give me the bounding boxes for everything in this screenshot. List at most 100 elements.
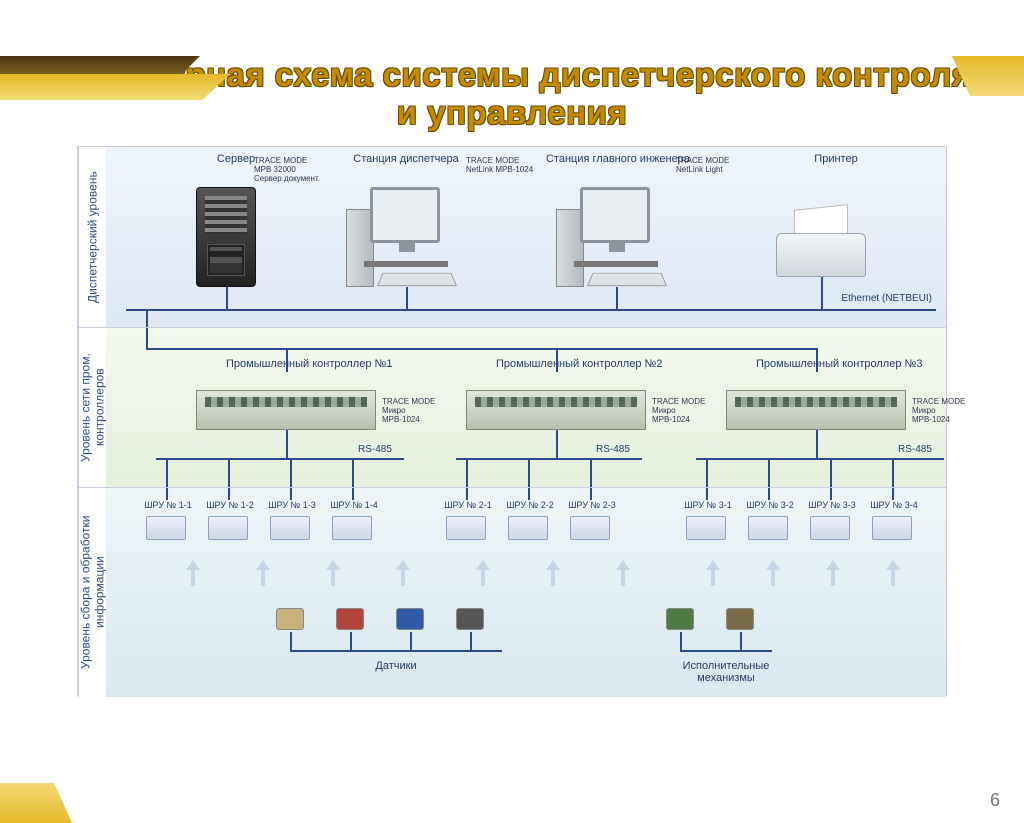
disp-workstation-icon bbox=[346, 187, 466, 287]
eng-workstation-icon bbox=[556, 187, 676, 287]
rs485-label-3: RS-485 bbox=[898, 444, 932, 455]
arrow-up-4 bbox=[476, 560, 490, 586]
rs-drop-c1 bbox=[286, 430, 288, 458]
shru-box-0-0 bbox=[146, 516, 186, 540]
sublabel-c3: TRACE MODE Микро МРВ-1024 bbox=[912, 398, 972, 424]
shru-box-2-2 bbox=[810, 516, 850, 540]
label-c3: Промышленный контроллер №3 bbox=[756, 358, 896, 370]
shru-in-0-2 bbox=[290, 488, 292, 500]
sensor-0-icon bbox=[276, 608, 304, 630]
shru-drop-2-0 bbox=[706, 458, 708, 488]
shru-drop-0-0 bbox=[166, 458, 168, 488]
shru-label-0-2: ШРУ № 1-3 bbox=[264, 500, 320, 510]
server-icon bbox=[196, 187, 256, 287]
shru-label-0-0: ШРУ № 1-1 bbox=[140, 500, 196, 510]
c3-controller-icon bbox=[726, 390, 906, 430]
rs-drop-c3 bbox=[816, 430, 818, 458]
shru-box-1-2 bbox=[570, 516, 610, 540]
shru-in-0-3 bbox=[352, 488, 354, 500]
shru-drop-2-2 bbox=[830, 458, 832, 488]
shru-label-2-1: ШРУ № 3-2 bbox=[742, 500, 798, 510]
sublabel-c2: TRACE MODE Микро МРВ-1024 bbox=[652, 398, 712, 424]
arrow-up-10 bbox=[886, 560, 900, 586]
shru-in-1-1 bbox=[528, 488, 530, 500]
shru-box-1-1 bbox=[508, 516, 548, 540]
sublabel-server: TRACE MODE МРВ 32000 Сервер документ. bbox=[254, 157, 324, 183]
printer-icon bbox=[776, 207, 866, 277]
ethernet-label: Ethernet (NETBEUI) bbox=[841, 293, 932, 304]
drop-disp bbox=[406, 287, 408, 309]
group-label-0: Датчики bbox=[266, 660, 526, 672]
drop-server bbox=[226, 287, 228, 309]
shru-drop-1-0 bbox=[466, 458, 468, 488]
shru-label-0-1: ШРУ № 1-2 bbox=[202, 500, 258, 510]
layer-label-l3: Уровень сбора и обработки информации bbox=[78, 488, 106, 697]
rs485-label-1: RS-485 bbox=[358, 444, 392, 455]
label-disp: Станция диспетчера bbox=[336, 153, 476, 165]
arrow-up-7 bbox=[706, 560, 720, 586]
shru-in-1-0 bbox=[466, 488, 468, 500]
shru-box-1-0 bbox=[446, 516, 486, 540]
shru-drop-0-3 bbox=[352, 458, 354, 488]
layer-label-l2: Уровень сети пром. контроллеров bbox=[78, 328, 106, 487]
sublabel-disp: TRACE MODE NetLink МРВ-1024 bbox=[466, 157, 536, 175]
shru-in-1-2 bbox=[590, 488, 592, 500]
sensor-3-icon bbox=[456, 608, 484, 630]
label-c2: Промышленный контроллер №2 bbox=[496, 358, 636, 370]
actuator-1-icon bbox=[726, 608, 754, 630]
shru-drop-2-3 bbox=[892, 458, 894, 488]
layer-body-l3: ШРУ № 1-1ШРУ № 1-2ШРУ № 1-3ШРУ № 1-4ШРУ … bbox=[106, 488, 946, 697]
c1-controller-icon bbox=[196, 390, 376, 430]
layer-body-l1: Ethernet (NETBEUI)СерверTRACE MODE МРВ 3… bbox=[106, 147, 946, 327]
rs485-seg-1 bbox=[156, 458, 404, 460]
drop-printer bbox=[821, 277, 823, 309]
ctrl-dist-bus bbox=[146, 348, 816, 350]
group-bus-0 bbox=[290, 650, 502, 652]
decor-corner-top-left bbox=[0, 56, 230, 106]
arrow-up-5 bbox=[546, 560, 560, 586]
shru-box-0-1 bbox=[208, 516, 248, 540]
label-eng: Станция главного инженера bbox=[546, 153, 686, 165]
label-c1: Промышленный контроллер №1 bbox=[226, 358, 366, 370]
shru-in-2-0 bbox=[706, 488, 708, 500]
eth-into-l2 bbox=[146, 328, 148, 348]
arrow-up-6 bbox=[616, 560, 630, 586]
rs485-label-2: RS-485 bbox=[596, 444, 630, 455]
shru-label-1-0: ШРУ № 2-1 bbox=[440, 500, 496, 510]
shru-label-1-1: ШРУ № 2-2 bbox=[502, 500, 558, 510]
shru-box-2-0 bbox=[686, 516, 726, 540]
shru-drop-0-2 bbox=[290, 458, 292, 488]
shru-box-2-1 bbox=[748, 516, 788, 540]
diagram-canvas: Диспетчерский уровеньEthernet (NETBEUI)С… bbox=[77, 146, 947, 696]
arrow-up-9 bbox=[826, 560, 840, 586]
c2-controller-icon bbox=[466, 390, 646, 430]
sensor-1-icon bbox=[336, 608, 364, 630]
layer-l1: Диспетчерский уровеньEthernet (NETBEUI)С… bbox=[78, 147, 946, 327]
ethernet-bus bbox=[126, 309, 936, 311]
sublabel-eng: TRACE MODE NetLink Light bbox=[676, 157, 746, 175]
arrow-up-0 bbox=[186, 560, 200, 586]
shru-box-2-3 bbox=[872, 516, 912, 540]
layer-body-l2: Промышленный контроллер №1 TRACE MODE Мик… bbox=[106, 328, 946, 487]
arrow-up-2 bbox=[326, 560, 340, 586]
shru-in-0-1 bbox=[228, 488, 230, 500]
group-bus-1 bbox=[680, 650, 772, 652]
shru-in-2-1 bbox=[768, 488, 770, 500]
shru-label-2-3: ШРУ № 3-4 bbox=[866, 500, 922, 510]
layer-l3: Уровень сбора и обработки информации ШРУ … bbox=[78, 487, 946, 697]
arrow-up-1 bbox=[256, 560, 270, 586]
shru-in-0-0 bbox=[166, 488, 168, 500]
shru-label-2-0: ШРУ № 3-1 bbox=[680, 500, 736, 510]
shru-label-1-2: ШРУ № 2-3 bbox=[564, 500, 620, 510]
group-label-1: Исполнительные механизмы bbox=[656, 660, 796, 684]
shru-in-2-2 bbox=[830, 488, 832, 500]
shru-drop-2-1 bbox=[768, 458, 770, 488]
shru-box-0-3 bbox=[332, 516, 372, 540]
rs-drop-c2 bbox=[556, 430, 558, 458]
rs485-seg-2 bbox=[456, 458, 642, 460]
arrow-up-8 bbox=[766, 560, 780, 586]
shru-label-2-2: ШРУ № 3-3 bbox=[804, 500, 860, 510]
sensor-2-icon bbox=[396, 608, 424, 630]
layer-label-l1: Диспетчерский уровень bbox=[78, 147, 106, 327]
decor-corner-bottom-left bbox=[0, 783, 90, 823]
